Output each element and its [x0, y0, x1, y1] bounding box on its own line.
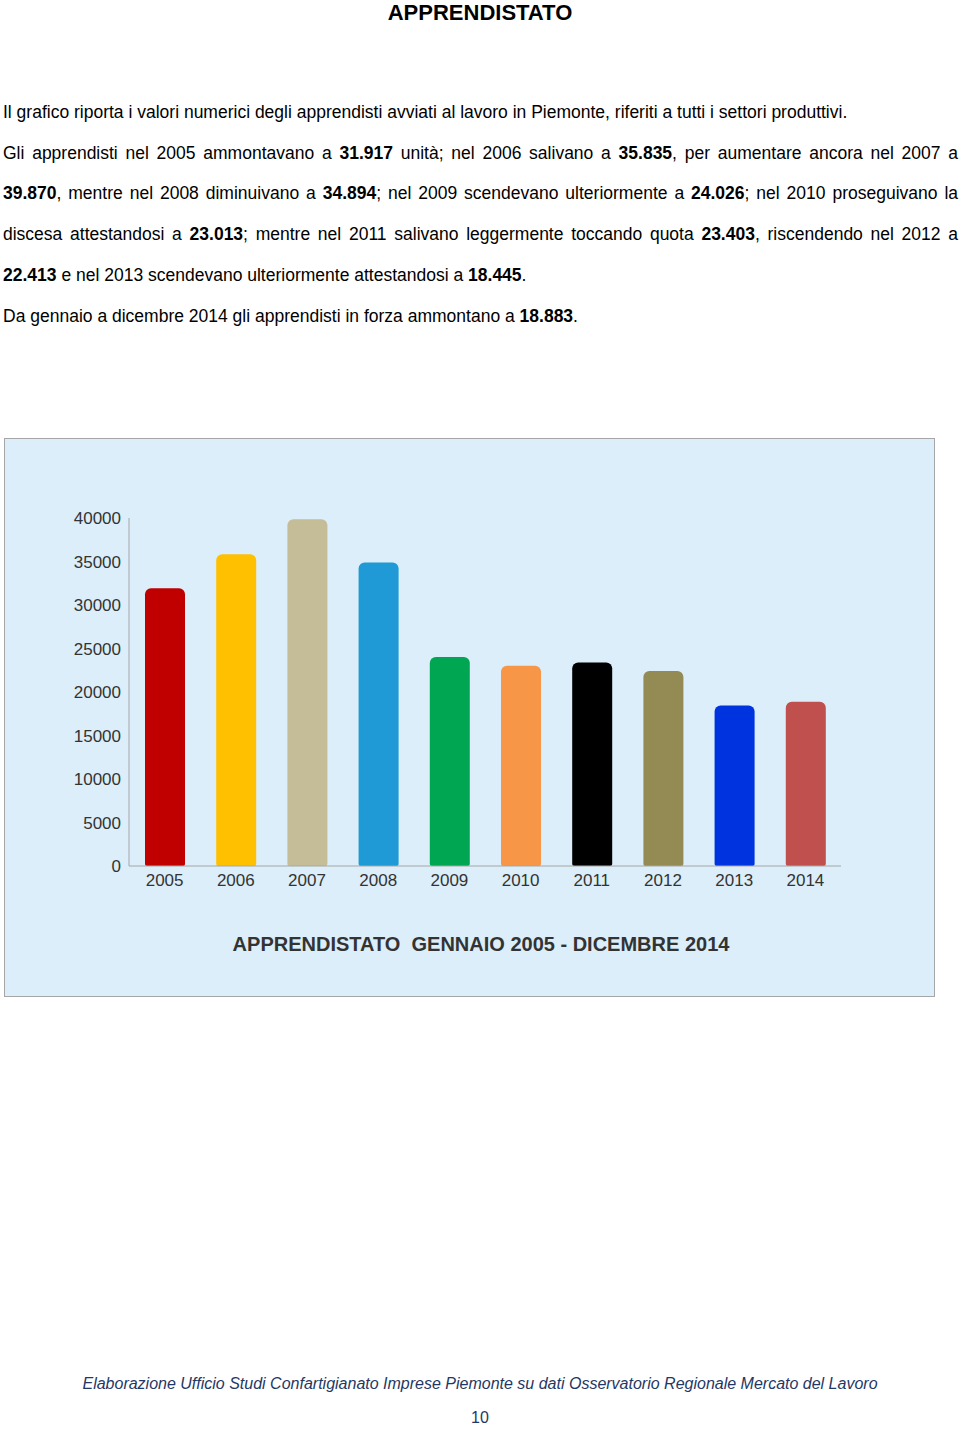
svg-text:25000: 25000: [74, 640, 121, 659]
html-text:APPRENDISTATO GENNAIO 2005 - D: APPRENDISTATO GENNAIO 2005 - DICEMBRE 20…: [232, 933, 730, 955]
svg-text:2014: 2014: [786, 871, 824, 890]
html-text:Da gennaio a dicembre 2014 gli: Da gennaio a dicembre 2014 gli apprendis…: [3, 305, 578, 326]
html-text:22.413 e nel 2013 scendevano u: 22.413 e nel 2013 scendevano ulteriormen…: [3, 264, 527, 285]
svg-text:30000: 30000: [74, 596, 121, 615]
svg-text:2005: 2005: [146, 871, 184, 890]
svg-text:0: 0: [112, 857, 121, 876]
svg-text:20000: 20000: [74, 683, 121, 702]
html-text:Il grafico riporta i valori nu: Il grafico riporta i valori numerici deg…: [3, 102, 848, 122]
svg-text:2013: 2013: [715, 871, 753, 890]
svg-text:5000: 5000: [83, 814, 121, 833]
svg-text:2011: 2011: [574, 871, 611, 890]
html-text:Elaborazione Ufficio Studi Con: Elaborazione Ufficio Studi Confartigiana…: [82, 1375, 878, 1392]
svg-text:2012: 2012: [644, 871, 682, 890]
html-text:10: 10: [471, 1409, 489, 1426]
svg-text:15000: 15000: [74, 727, 121, 746]
svg-text:2008: 2008: [359, 871, 397, 890]
svg-text:40000: 40000: [74, 509, 121, 528]
svg-text:2009: 2009: [430, 871, 468, 890]
svg-text:2006: 2006: [217, 871, 255, 890]
html-text:Gli apprendisti nel 2005 ammon: Gli apprendisti nel 2005 ammontavano a 3…: [3, 142, 958, 163]
svg-text:2007: 2007: [288, 871, 326, 890]
svg-text:35000: 35000: [74, 553, 121, 572]
svg-text:2010: 2010: [502, 871, 540, 890]
svg-text:10000: 10000: [74, 770, 121, 789]
html-text:APPRENDISTATO: APPRENDISTATO: [387, 0, 573, 25]
html-text:39.870, mentre nel 2008 diminu: 39.870, mentre nel 2008 diminuivano a 34…: [3, 183, 958, 245]
